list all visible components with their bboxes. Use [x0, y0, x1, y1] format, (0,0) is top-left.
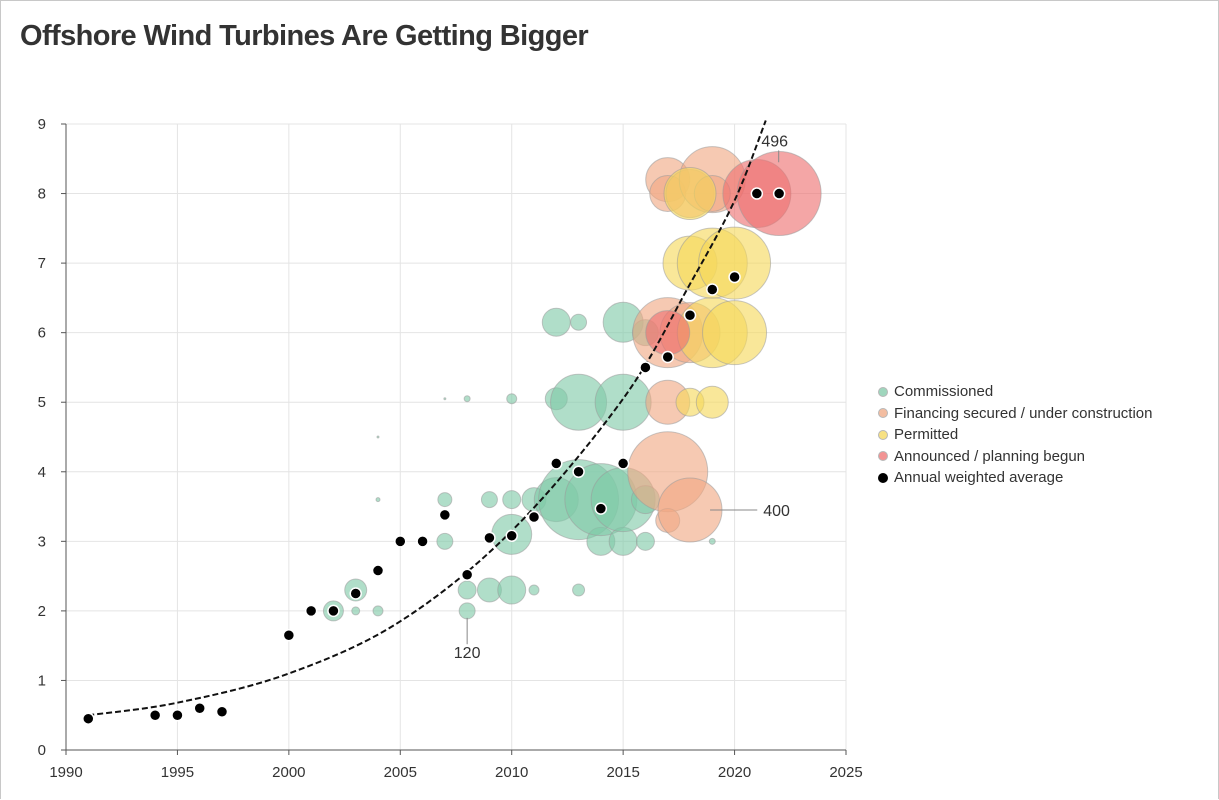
legend-swatch — [878, 472, 888, 483]
legend-item: Commissioned — [878, 381, 1152, 403]
legend-swatch — [878, 451, 888, 462]
average-point — [304, 604, 318, 618]
bubble-point — [437, 492, 453, 508]
legend-swatch — [878, 386, 888, 397]
bubble-point — [506, 393, 518, 405]
bubble-point — [480, 491, 498, 509]
average-point — [706, 283, 719, 296]
chart-legend: Commissioned Financing secured / under co… — [878, 381, 1152, 489]
bubble-point — [436, 532, 454, 550]
bubble-point — [375, 497, 381, 503]
average-point — [594, 502, 608, 515]
y-tick-label: 2 — [38, 603, 46, 620]
average-point — [438, 508, 452, 522]
bubble-point — [457, 580, 477, 600]
average-point — [460, 568, 474, 581]
bubble-point — [698, 226, 772, 300]
bubble-point — [645, 310, 691, 356]
average-point — [148, 708, 162, 722]
bubble-point — [541, 307, 571, 337]
grid-lines — [66, 123, 847, 750]
x-tick-label: 1995 — [161, 764, 194, 781]
y-tick-label: 6 — [38, 325, 46, 342]
bubble-point — [570, 313, 588, 331]
bubble-point — [572, 583, 586, 597]
bubble-point — [502, 490, 522, 510]
annotations: 120 400 496 — [454, 133, 790, 662]
average-point — [661, 350, 674, 364]
legend-item: Financing secured / under construction — [878, 403, 1152, 425]
x-tick-label: 2000 — [272, 764, 305, 781]
x-tick-label: 2025 — [829, 764, 862, 781]
average-point — [750, 187, 764, 200]
y-tick-label: 9 — [38, 116, 46, 133]
average-point — [171, 708, 184, 722]
y-tick-label: 1 — [38, 672, 46, 689]
x-tick-label: 2005 — [384, 764, 417, 781]
y-tick-label: 7 — [38, 255, 46, 272]
bubble-point — [463, 395, 471, 403]
average-point — [371, 564, 385, 577]
bubble-point — [528, 584, 540, 596]
bubble-point — [497, 575, 527, 605]
average-point — [82, 712, 95, 725]
axes: 1990 1995 2000 2005 2010 2015 2020 2025 0 1 2 3 4 5 6 7… — [38, 116, 863, 781]
bubble-point — [663, 167, 717, 221]
legend-label: Annual weighted average — [894, 469, 1064, 487]
y-tick-label: 4 — [38, 464, 46, 481]
bubble-point — [443, 397, 447, 401]
average-point — [416, 535, 429, 548]
legend-item: Annual weighted average — [878, 467, 1152, 489]
bubbles — [322, 146, 822, 622]
x-tick-label: 2010 — [495, 764, 528, 781]
bubble-point — [372, 605, 384, 617]
average-point — [215, 705, 229, 718]
annotation-label: 400 — [763, 503, 790, 520]
average-point — [349, 587, 362, 600]
legend-label: Permitted — [894, 426, 959, 444]
average-point — [282, 628, 296, 642]
average-point — [683, 309, 697, 322]
x-tick-label: 2015 — [606, 764, 639, 781]
average-point — [505, 529, 518, 543]
chart-title: Offshore Wind Turbines Are Getting Bigge… — [20, 20, 589, 52]
legend-label: Financing secured / under construction — [894, 404, 1153, 422]
average-point — [527, 510, 541, 524]
average-point — [483, 531, 496, 545]
average-point — [772, 187, 786, 200]
annotation-label: 120 — [454, 645, 481, 662]
average-point — [193, 702, 206, 715]
bubble-point — [458, 602, 476, 620]
bubble-point — [695, 385, 729, 419]
bubble-point — [635, 531, 655, 551]
average-points — [82, 187, 786, 725]
legend-label: Announced / planning begun — [894, 447, 1086, 465]
x-tick-label: 2020 — [718, 764, 751, 781]
average-point — [327, 604, 340, 618]
legend-label: Commissioned — [894, 383, 994, 401]
average-point — [616, 457, 630, 470]
annotation-label: 496 — [761, 133, 788, 150]
legend-item: Permitted — [878, 424, 1152, 446]
x-tick-label: 1990 — [49, 764, 82, 781]
bubble-point — [708, 537, 716, 545]
average-point — [550, 457, 563, 470]
average-point — [394, 535, 407, 548]
legend-item: Announced / planning begun — [878, 446, 1152, 468]
bubble-point — [594, 373, 652, 431]
legend-swatch — [878, 429, 888, 440]
y-tick-label: 0 — [38, 742, 46, 759]
average-point — [572, 465, 585, 479]
bubble-point — [376, 435, 380, 439]
y-tick-label: 3 — [38, 533, 46, 550]
y-tick-label: 5 — [38, 394, 46, 411]
average-point — [728, 270, 741, 284]
bubble-point — [702, 300, 768, 366]
average-point — [639, 361, 652, 374]
bubble-point — [351, 606, 361, 616]
y-tick-label: 8 — [38, 186, 46, 203]
legend-swatch — [878, 408, 888, 419]
